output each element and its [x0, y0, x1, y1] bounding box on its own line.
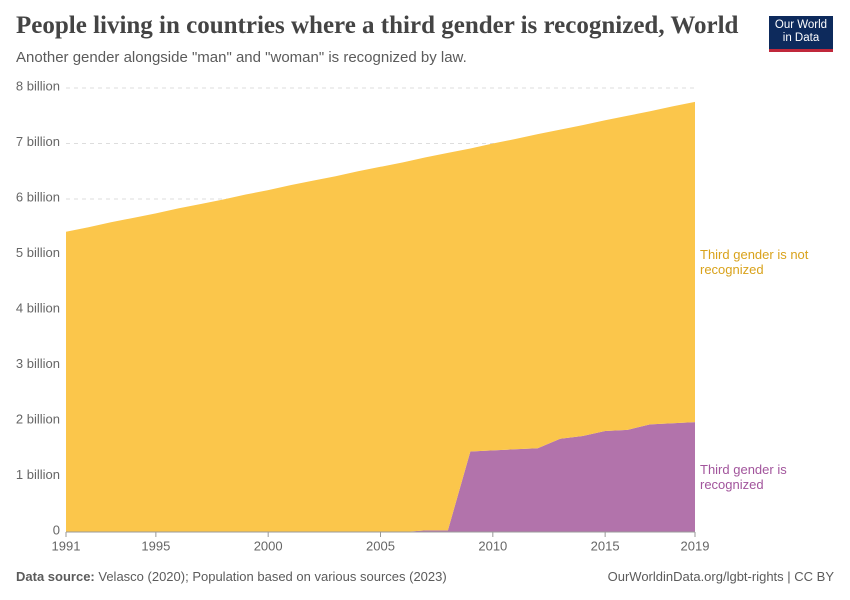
x-tick-label: 1995 [141, 538, 170, 553]
y-tick-label: 2 billion [16, 411, 60, 426]
x-tick-label: 2010 [478, 538, 507, 553]
y-tick-label: 8 billion [16, 78, 60, 93]
y-tick-label: 7 billion [16, 134, 60, 149]
area [66, 422, 695, 532]
credit[interactable]: OurWorldinData.org/lgbt-rights | CC BY [607, 569, 834, 584]
area [66, 101, 695, 532]
y-tick-label: 5 billion [16, 245, 60, 260]
y-tick-label: 1 billion [16, 467, 60, 482]
chart-subtitle: Another gender alongside "man" and "woma… [16, 49, 467, 66]
legend-label[interactable]: Third gender is not recognized [700, 246, 809, 277]
x-tick-label: 2000 [254, 538, 283, 553]
y-tick-label: 3 billion [16, 356, 60, 371]
source-text: Velasco (2020); Population based on vari… [98, 569, 447, 584]
x-tick-label: 1991 [52, 538, 81, 553]
y-tick-label: 0 [53, 522, 60, 537]
x-tick-label: 2019 [681, 538, 710, 553]
y-tick-label: 6 billion [16, 189, 60, 204]
chart-title: People living in countries where a third… [16, 12, 739, 39]
x-tick-label: 2015 [591, 538, 620, 553]
source: Data source: Velasco (2020); Population … [16, 569, 447, 584]
legend-label[interactable]: Third gender is recognized [700, 462, 787, 493]
source-label: Data source: [16, 569, 95, 584]
y-tick-label: 4 billion [16, 300, 60, 315]
logo[interactable]: Our World in Data [769, 16, 833, 52]
x-tick-label: 2005 [366, 538, 395, 553]
